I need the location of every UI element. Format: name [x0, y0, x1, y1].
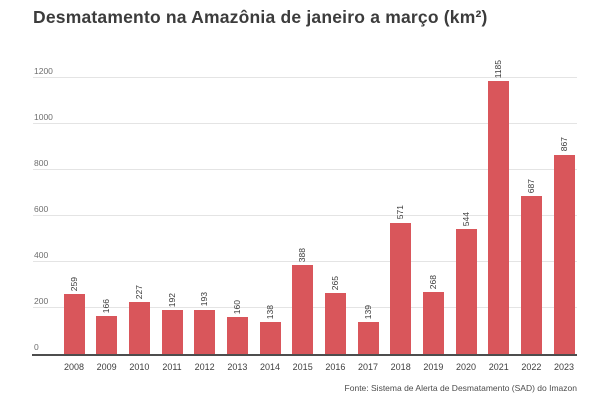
ytick-label-600: 600 [34, 204, 49, 214]
gridline-y-1000 [33, 123, 577, 124]
plot-area: 0 200 400 600 800 1000 1200 259 2008 166 2009 227 20… [32, 60, 577, 372]
gridline-y-400 [33, 261, 577, 262]
xtick-label-2017: 2017 [358, 362, 379, 372]
ytick-label-400: 400 [34, 250, 49, 260]
bar-value-2010: 227 [133, 284, 144, 299]
xtick-label-2009: 2009 [96, 362, 117, 372]
bar-2008 [63, 294, 85, 354]
bar-value-2013: 160 [231, 300, 242, 315]
bar-2009 [96, 315, 118, 354]
xtick-label-2021: 2021 [488, 362, 509, 372]
gridline-y-800 [33, 169, 577, 170]
bar-2023 [553, 154, 575, 354]
bar-2020 [455, 228, 477, 354]
bar-value-2015: 388 [297, 247, 308, 262]
bar-value-2016: 265 [329, 275, 340, 291]
gridline-y-600 [33, 215, 577, 216]
bar-value-2014: 138 [264, 305, 275, 320]
xtick-label-2018: 2018 [390, 362, 411, 372]
bar-value-2008: 259 [68, 277, 79, 292]
x-axis-line [32, 354, 577, 356]
bar-value-2018: 571 [395, 205, 406, 220]
bar-value-2023: 867 [558, 137, 569, 152]
ytick-label-0: 0 [34, 342, 39, 352]
xtick-label-2011: 2011 [162, 362, 182, 372]
bar-2018 [390, 222, 412, 354]
bar-value-2022: 687 [525, 178, 536, 193]
xtick-label-2022: 2022 [521, 362, 542, 372]
ytick-label-800: 800 [34, 158, 49, 168]
bar-2022 [520, 196, 542, 354]
xtick-label-2008: 2008 [63, 362, 85, 372]
gridline-y-1200 [33, 77, 577, 78]
xtick-label-2016: 2016 [325, 362, 346, 372]
ytick-label-200: 200 [34, 296, 49, 306]
xtick-label-2013: 2013 [227, 362, 248, 372]
bar-value-2020: 544 [460, 211, 471, 226]
bar-2012 [194, 309, 216, 354]
bar-value-2021: 1185 [493, 60, 504, 79]
bar-2021 [488, 81, 510, 354]
ytick-label-1200: 1200 [34, 66, 53, 76]
bar-2016 [324, 293, 346, 354]
xtick-label-2015: 2015 [292, 362, 313, 372]
bar-2010 [128, 301, 150, 354]
bar-2013 [226, 317, 248, 354]
ytick-label-1000: 1000 [34, 112, 53, 122]
bar-2019 [422, 292, 444, 354]
bar-value-2017: 139 [362, 304, 373, 320]
chart-title: Desmatamento na Amazônia de janeiro a ma… [33, 7, 488, 27]
source-note: Fonte: Sistema de Alerta de Desmatamento… [344, 383, 577, 393]
bar-value-2009: 166 [101, 298, 112, 313]
bar-value-2012: 193 [199, 292, 210, 307]
bar-2015 [292, 264, 314, 354]
xtick-label-2014: 2014 [260, 362, 281, 372]
bar-2017 [357, 322, 379, 354]
bar-2014 [259, 322, 281, 354]
bar-2011 [161, 309, 183, 354]
xtick-label-2010: 2010 [129, 362, 150, 372]
bar-value-2011: 192 [166, 292, 177, 307]
xtick-label-2019: 2019 [423, 362, 444, 372]
xtick-label-2012: 2012 [194, 362, 215, 372]
xtick-label-2020: 2020 [456, 362, 477, 372]
xtick-label-2023: 2023 [554, 362, 575, 372]
bar-value-2019: 268 [427, 275, 438, 290]
